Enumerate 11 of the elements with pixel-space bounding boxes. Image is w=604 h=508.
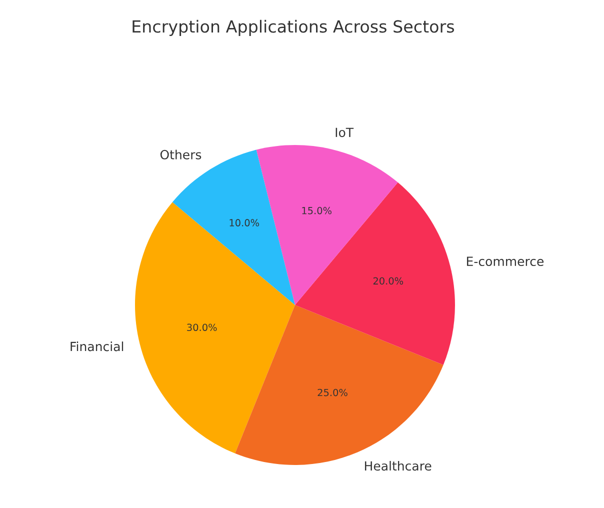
slice-label: Others <box>160 150 202 160</box>
slice-label: E-commerce <box>467 256 544 266</box>
slice-label: Healthcare <box>364 460 432 471</box>
slice-label: Financial <box>70 342 124 352</box>
data-label: 15.0% <box>302 206 332 214</box>
data-label: 10.0% <box>230 219 260 226</box>
chart-title: Encryption Applications Across Sectors <box>132 20 454 36</box>
data-label: 25.0% <box>318 388 348 396</box>
data-label: 20.0% <box>373 277 404 285</box>
data-label: 30.0% <box>187 324 217 332</box>
slice-label: IoT <box>336 128 354 138</box>
